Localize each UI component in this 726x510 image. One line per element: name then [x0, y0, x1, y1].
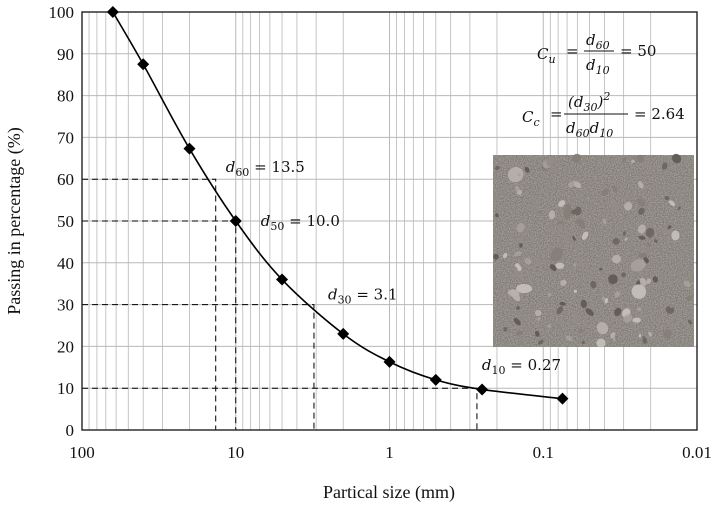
- svg-text:d60d10: d60d10: [566, 119, 613, 140]
- y-tick-label: 40: [57, 254, 74, 273]
- data-point: [183, 142, 196, 155]
- guide-d50: [82, 220, 237, 430]
- x-tick-label: 0.1: [533, 443, 554, 462]
- y-tick-label: 0: [66, 421, 75, 440]
- svg-text:Cu: Cu: [537, 45, 556, 66]
- y-tick-label: 60: [57, 170, 74, 189]
- annotation-d10: d10 = 0.27: [482, 356, 561, 377]
- data-point: [476, 383, 489, 396]
- y-tick-label: 80: [57, 87, 74, 106]
- y-tick-label: 90: [57, 45, 74, 64]
- x-tick-label: 0.01: [682, 443, 712, 462]
- y-axis-title: Passing in percentage (%): [4, 127, 25, 314]
- svg-text:= 50: = 50: [620, 42, 656, 60]
- data-point: [106, 6, 119, 18]
- svg-text:Cc: Cc: [522, 108, 540, 129]
- tick-labels: 100 10 1 0.1 0.01 0 10 20 30 40 50 60 70 80 90 100: [49, 3, 712, 462]
- formula-cc: Cc = (d30)2 d60d10 = 2.64: [522, 90, 685, 140]
- svg-text:d60: d60: [586, 31, 610, 52]
- data-point: [229, 215, 242, 227]
- data-point: [276, 273, 289, 286]
- y-tick-label: 70: [57, 128, 74, 147]
- y-tick-label: 20: [57, 337, 74, 356]
- y-tick-label: 50: [57, 212, 74, 231]
- svg-text:(d30)2: (d30)2: [568, 90, 610, 114]
- svg-text:=: =: [566, 42, 579, 60]
- y-tick-label: 10: [57, 379, 74, 398]
- data-point: [137, 58, 150, 71]
- svg-text:= 2.64: = 2.64: [634, 105, 685, 123]
- x-tick-label: 10: [227, 443, 244, 462]
- annotations: d60 = 13.5 d50 = 10.0 d30 = 3.1 d10 = 0.27: [226, 158, 561, 377]
- y-tick-label: 100: [49, 3, 75, 22]
- series-gradation-curve: [106, 6, 569, 405]
- formula-cu: Cu = d60 d10 = 50: [537, 31, 656, 77]
- annotation-d60: d60 = 13.5: [226, 158, 305, 179]
- plot-frame: [81, 11, 698, 431]
- x-axis-title: Partical size (mm): [323, 482, 455, 503]
- annotation-d50: d50 = 10.0: [261, 212, 340, 233]
- data-point: [429, 373, 442, 386]
- y-tick-label: 30: [57, 296, 74, 315]
- guide-d30: [82, 304, 315, 430]
- gravel-soil-sample-photo: [493, 153, 694, 348]
- x-tick-label: 100: [69, 443, 95, 462]
- series-line: [112, 11, 563, 400]
- svg-text:d10: d10: [586, 56, 610, 77]
- svg-text:=: =: [550, 105, 563, 123]
- guide-d10: [82, 387, 478, 430]
- guide-d60: [82, 178, 217, 430]
- x-tick-label: 1: [385, 443, 394, 462]
- data-point: [383, 355, 396, 368]
- data-point: [556, 392, 569, 405]
- data-point: [337, 327, 350, 340]
- annotation-d30: d30 = 3.1: [328, 286, 398, 307]
